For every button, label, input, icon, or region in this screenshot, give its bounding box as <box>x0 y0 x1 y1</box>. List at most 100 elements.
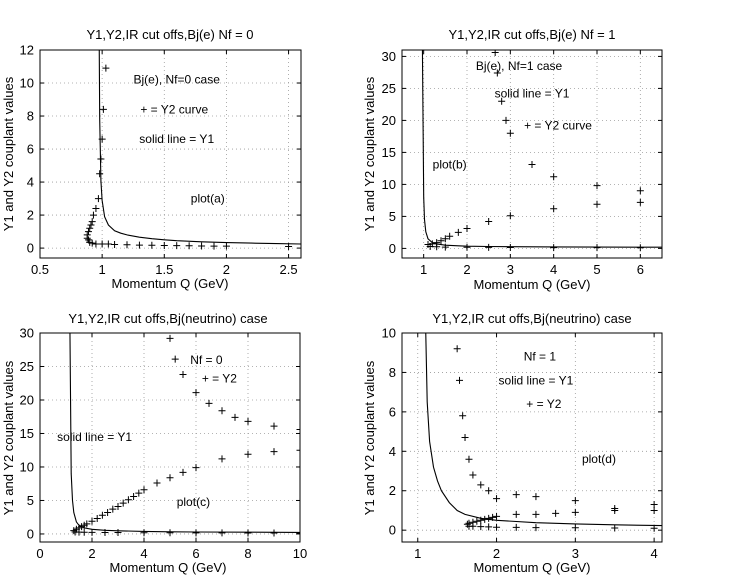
plot-d-y2-point <box>459 412 467 420</box>
plot-a-y2-point <box>83 231 91 239</box>
plot-b-ytick-label-3: 15 <box>382 145 396 160</box>
plot-c-y2-point <box>140 486 148 494</box>
plot-b-annotation-1: Bj(e), Nf=1 case <box>476 59 563 73</box>
plot-b-y2-point <box>441 235 449 243</box>
plot-d-y2-point <box>477 516 485 524</box>
plot-d-y2-point <box>512 510 520 518</box>
plot-b-y2-point <box>636 187 644 195</box>
plot-a-annotation-1: Bj(e), Nf=0 case <box>134 73 221 87</box>
plot-b-annotation-3: + = Y2 curve <box>524 119 592 133</box>
plot-d-y2-point <box>512 523 520 531</box>
plot-c-y2-point <box>135 489 143 497</box>
plot-c-series <box>69 333 300 537</box>
plot-d-xtick-label-0: 1 <box>414 546 421 561</box>
plot-c-y2-point <box>114 529 122 537</box>
plot-d-xlabel: Momentum Q (GeV) <box>473 560 590 575</box>
plot-b-xtick-label-5: 6 <box>637 262 644 277</box>
plot-d-y2-point <box>571 508 579 516</box>
plot-a-y2-point <box>285 242 293 250</box>
plot-c-xtick-label-5: 10 <box>293 546 307 561</box>
plot-c-y2-point <box>83 520 91 528</box>
plot-a-ytick-label-6: 12 <box>20 43 34 58</box>
plot-a-annotation-3: solid line = Y1 <box>139 132 214 146</box>
plot-b-annotation-4: plot(b) <box>433 158 467 172</box>
plot-d-y2-point <box>493 495 501 503</box>
plot-a-y2-point <box>135 241 143 249</box>
plot-c-y2-point <box>140 529 148 537</box>
plot-d-y2-point <box>481 515 489 523</box>
plot-b-y2-point <box>502 116 510 124</box>
plot-c-xtick-label-4: 8 <box>244 546 251 561</box>
plot-c-y2-point <box>119 499 127 507</box>
plot-a-xtick-label-2: 1.5 <box>155 262 173 277</box>
plot-c-y2-point <box>270 422 278 430</box>
plot-c-y2-point <box>296 529 300 537</box>
plot-c-xtick-label-0: 0 <box>36 546 43 561</box>
plot-c-y2-point <box>166 474 174 482</box>
plot-a-y2-point <box>99 105 107 113</box>
plot-b-y2-point <box>636 198 644 206</box>
plot-d-annotation-2: solid line = Y1 <box>499 373 574 387</box>
plot-b-y2-point <box>493 69 501 77</box>
plot-c-y2-point <box>218 529 226 537</box>
plot-b-y2-point <box>506 243 514 251</box>
plot-c-y2-point <box>124 496 132 504</box>
plot-a-y2-point <box>185 242 193 250</box>
plot-d-y2-point <box>485 523 493 531</box>
plot-c-annotation-1: Nf = 0 <box>190 353 223 367</box>
plot-d-y2-point <box>493 523 501 531</box>
plot-d-y2-point <box>650 524 658 532</box>
plot-b-axes: 1 2 3 4 5 6 0 5 10 15 20 25 30 <box>382 49 663 277</box>
plot-a-y2-point <box>160 241 168 249</box>
plot-d-y2-point <box>512 491 520 499</box>
plot-c-y2-point <box>166 529 174 537</box>
plot-b-y2-point <box>528 161 536 169</box>
plot-d-xtick-label-2: 3 <box>572 546 579 561</box>
plot-c-y2-point <box>296 425 300 433</box>
plot-a-y2-point <box>111 240 119 248</box>
plot-b-y2-point <box>433 243 441 251</box>
plot-c-plot-area <box>69 333 300 537</box>
plot-a-y2-point <box>98 135 106 143</box>
plot-a-ytick-label-4: 8 <box>27 109 34 124</box>
plot-d-plot-area <box>425 333 662 532</box>
plot-d-y2-point <box>532 493 540 501</box>
plot-c-ytick-label-6: 30 <box>20 326 34 341</box>
plot-c-y2-point <box>98 511 106 519</box>
plot-b-plot-area <box>421 50 662 252</box>
plot-b-xlabel: Momentum Q (GeV) <box>473 277 590 292</box>
plot-d-y2-point <box>465 455 473 463</box>
plot-c-y2-point <box>244 529 252 537</box>
plot-a-ytick-label-2: 4 <box>27 175 34 190</box>
plot-a-y2-point <box>222 242 230 250</box>
plot-b-y2-point <box>446 232 454 240</box>
plot-d-y2-point <box>552 509 560 517</box>
plot-c-y2-point <box>153 479 161 487</box>
plot-d-y2-point <box>532 524 540 532</box>
plot-a-xtick-label-0: 0.5 <box>31 262 49 277</box>
plot-a-series <box>83 50 301 250</box>
plot-c-y2-point <box>171 355 179 363</box>
plot-b-y2-point <box>506 129 514 137</box>
plot-b-title: Y1,Y2,IR cut offs,Bj(e) Nf = 1 <box>448 27 615 42</box>
plot-c-annotation-2: + = Y2 <box>202 372 237 386</box>
plot-d-y2-point <box>650 506 658 514</box>
plot-d-annotation-3: + = Y2 <box>526 397 561 411</box>
plot-c-y2-point <box>218 455 226 463</box>
plot-c-title: Y1,Y2,IR cut offs,Bj(neutrino) case <box>68 311 267 326</box>
plot-c-y2-point <box>93 515 101 523</box>
plot-c-y2-point <box>130 492 138 500</box>
plot-d-ytick-label-1: 2 <box>389 483 396 498</box>
plot-b-y2-point <box>463 225 471 233</box>
plot-a-ytick-label-1: 2 <box>27 208 34 223</box>
plot-a-xtick-label-1: 1 <box>99 262 106 277</box>
plot-d-y2-point <box>461 434 469 441</box>
plot-b-ytick-label-4: 20 <box>382 113 396 128</box>
plot-b-ytick-label-1: 5 <box>389 209 396 224</box>
plot-d-y2-point <box>473 517 481 525</box>
plot-a-plot-area <box>83 50 301 250</box>
plot-d-axes: 1 2 3 4 0 2 4 6 8 10 <box>382 326 663 561</box>
plot-a-annotation-2: + = Y2 curve <box>140 102 208 116</box>
plot-c-y2-point <box>166 334 174 342</box>
